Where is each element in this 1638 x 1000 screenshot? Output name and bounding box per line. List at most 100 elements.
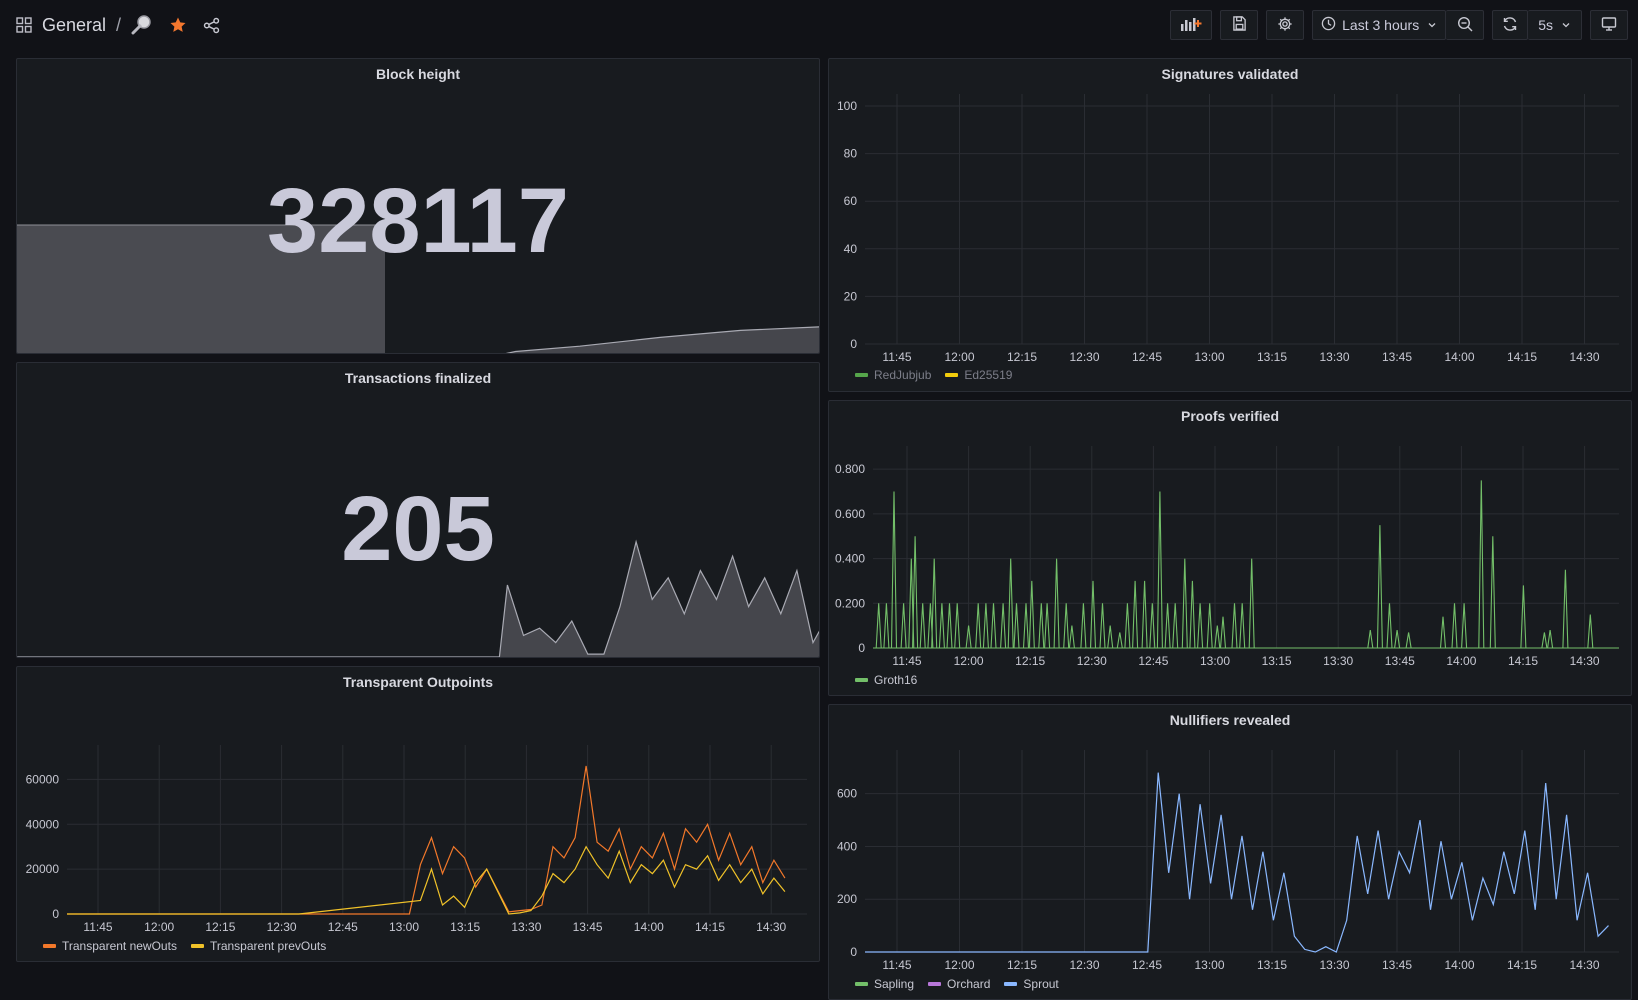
x-tick-label: 11:45: [882, 958, 911, 972]
add-panel-icon: [1180, 16, 1202, 35]
series-spike: [975, 603, 982, 649]
series-spike: [912, 536, 919, 649]
panel-title: Transparent Outpoints: [342, 674, 494, 690]
series-spike: [1156, 491, 1163, 649]
series-spike: [1478, 480, 1485, 649]
legend-item[interactable]: Sprout: [1004, 977, 1059, 991]
panel-signatures-validated[interactable]: Signatures validated 0 20 40 60 80 100 11:45 12…: [828, 58, 1632, 392]
series-spike: [900, 603, 907, 649]
breadcrumb-folder[interactable]: General: [42, 14, 107, 35]
series-line: [67, 845, 786, 915]
panel-proofs-verified[interactable]: Proofs verified 0 0.200 0.400 0.600 0.800 11:…: [828, 400, 1632, 696]
legend-item[interactable]: Transparent newOuts: [43, 939, 177, 953]
zoom-out-icon: [1457, 16, 1473, 35]
time-range-picker[interactable]: Last 3 hours: [1312, 10, 1447, 40]
star-icon[interactable]: [169, 16, 187, 34]
series-spike: [919, 603, 926, 649]
sparkline-block: [17, 225, 385, 353]
x-tick-label: 11:45: [882, 350, 911, 364]
legend-item[interactable]: Orchard: [928, 977, 990, 991]
series-spike: [1206, 603, 1213, 649]
legend: RedJubjub Ed25519: [855, 368, 1012, 382]
series-spike: [1099, 603, 1106, 649]
x-tick-label: 13:15: [1262, 654, 1292, 668]
x-tick-label: 12:15: [1007, 350, 1037, 364]
series-spike: [1562, 569, 1569, 649]
panel-title: Signatures validated: [1161, 66, 1299, 82]
series-spike: [1172, 603, 1179, 649]
legend-swatch: [1004, 982, 1018, 986]
signatures-chart[interactable]: 0 20 40 60 80 100 11:45 12:00 12:15 12:30 12:45 13:…: [829, 59, 1632, 392]
series-spike: [1053, 558, 1060, 649]
x-tick-label: 13:00: [389, 920, 419, 934]
chevron-down-icon: [1427, 17, 1437, 33]
x-tick-label: 14:15: [695, 920, 725, 934]
x-tick-label: 12:30: [1069, 958, 1099, 972]
series-spike: [990, 603, 997, 649]
series-spike: [1489, 536, 1496, 649]
x-tick-label: 14:30: [756, 920, 786, 934]
series-spike: [1520, 585, 1527, 649]
y-tick-label: 0.400: [835, 552, 865, 566]
x-tick-label: 12:45: [1132, 958, 1162, 972]
series-spike: [890, 491, 898, 649]
refresh-button[interactable]: [1492, 10, 1529, 40]
legend-item[interactable]: Groth16: [855, 673, 917, 687]
series-line: [67, 765, 786, 915]
panel-title: Block height: [375, 66, 460, 82]
legend-item[interactable]: Transparent prevOuts: [190, 939, 326, 953]
x-tick-label: 14:15: [1507, 958, 1537, 972]
y-tick-label: 20000: [26, 862, 60, 876]
x-tick-label: 13:30: [511, 920, 541, 934]
panel-nullifiers-revealed[interactable]: Nullifiers revealed 0 200 400 600 11:45 12:00…: [828, 704, 1632, 1000]
series-spike: [965, 625, 972, 649]
series-spike: [1394, 630, 1401, 649]
legend-item[interactable]: RedJubjub: [855, 368, 931, 382]
legend-item[interactable]: Ed25519: [945, 368, 1012, 382]
settings-button[interactable]: [1266, 10, 1305, 40]
x-tick-label: 13:15: [450, 920, 480, 934]
series-spike: [1439, 616, 1447, 649]
x-tick-label: 13:45: [1382, 958, 1412, 972]
legend-swatch: [855, 373, 868, 377]
legend-swatch: [945, 373, 959, 377]
clock-icon: [1321, 16, 1336, 34]
panel-transactions-finalized[interactable]: Transactions finalized 205: [16, 362, 820, 658]
nullifiers-chart[interactable]: 0 200 400 600 11:45 12:00 12:15 12:30 12:45 13:00…: [829, 705, 1632, 1000]
legend-item[interactable]: Sapling: [855, 977, 914, 991]
legend-label: Sprout: [1023, 977, 1059, 991]
grid-icon[interactable]: [16, 17, 32, 33]
panel-title: Proofs verified: [1180, 408, 1280, 424]
save-dashboard-button[interactable]: [1220, 10, 1259, 40]
x-tick-label: 13:45: [573, 920, 603, 934]
tv-mode-button[interactable]: [1590, 10, 1628, 40]
series-spike: [1068, 625, 1075, 649]
stat-value: 205: [341, 478, 495, 580]
series-spike: [1007, 558, 1014, 649]
refresh-icon: [1502, 16, 1518, 35]
y-tick-label: 0: [52, 907, 59, 921]
y-tick-label: 40000: [26, 817, 60, 831]
share-icon[interactable]: [203, 17, 220, 34]
x-tick-label: 12:45: [328, 920, 358, 934]
zoom-out-button[interactable]: [1446, 10, 1485, 40]
x-tick-label: 12:00: [944, 958, 974, 972]
series-spike: [1547, 630, 1554, 649]
series-spike: [1000, 603, 1007, 649]
y-tick-label: 40: [844, 242, 858, 256]
block-height-sparkline: [17, 224, 819, 353]
refresh-group: 5s: [1492, 10, 1582, 42]
stat-value: 328117: [267, 170, 569, 272]
panel-block-height[interactable]: Block height 328117: [16, 58, 820, 354]
x-tick-label: 13:45: [1385, 654, 1415, 668]
refresh-interval-picker[interactable]: 5s: [1528, 10, 1582, 40]
y-tick-label: 100: [837, 99, 857, 113]
y-tick-label: 0: [850, 337, 857, 351]
panel-transparent-outpoints[interactable]: Transparent Outpoints 0 20000 40000 60000 11…: [16, 666, 820, 962]
x-tick-label: 12:00: [144, 920, 174, 934]
add-panel-button[interactable]: [1170, 10, 1213, 40]
transparent-outpoints-chart[interactable]: 0 20000 40000 60000 11:45 12:00 12:15 12:30 12:4…: [17, 667, 820, 962]
proofs-chart[interactable]: 0 0.200 0.400 0.600 0.800 11:45 12:00 12:15 12:3…: [829, 401, 1632, 696]
series-spike: [1461, 603, 1468, 649]
toolbar: Last 3 hours 5s: [1170, 10, 1628, 42]
